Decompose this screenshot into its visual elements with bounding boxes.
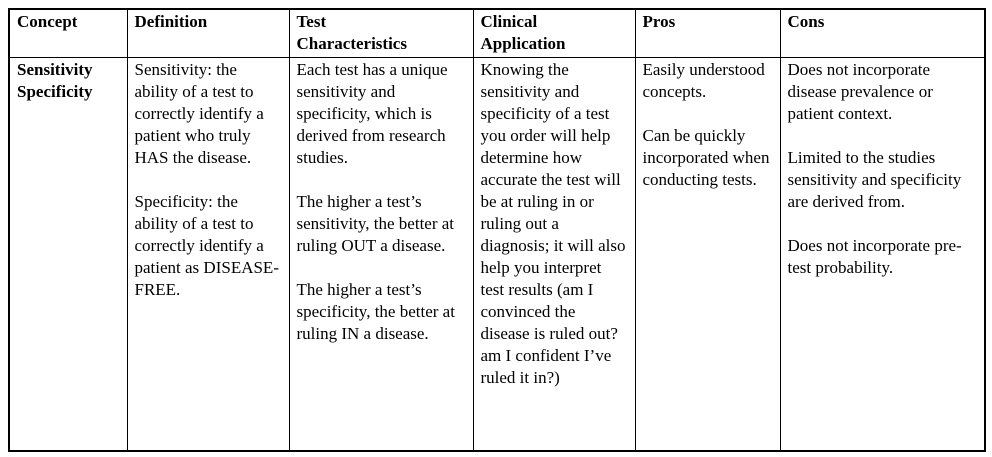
cell-definition: Sensitivity: the ability of a test to co…	[126, 57, 290, 451]
column-header-definition: Definition	[126, 8, 290, 58]
concepts-table: Concept Definition Test Characteristics …	[8, 8, 986, 452]
cell-cons: Does not incorporate disease prevalence …	[779, 57, 986, 451]
column-header-concept: Concept	[8, 8, 128, 58]
cell-concept: Sensitivity Specificity	[8, 57, 128, 451]
column-header-pros: Pros	[634, 8, 781, 58]
column-header-cons: Cons	[779, 8, 986, 58]
column-header-test-characteristics: Test Characteristics	[288, 8, 474, 58]
cell-pros: Easily understood concepts. Can be quick…	[634, 57, 781, 451]
table-header-row: Concept Definition Test Characteristics …	[8, 8, 986, 58]
cell-clinical-application: Knowing the sensitivity and specificity …	[472, 57, 636, 451]
column-header-clinical-application: Clinical Application	[472, 8, 636, 58]
cell-test-characteristics: Each test has a unique sensitivity and s…	[288, 57, 474, 451]
table-row: Sensitivity Specificity Sensitivity: the…	[8, 57, 986, 451]
